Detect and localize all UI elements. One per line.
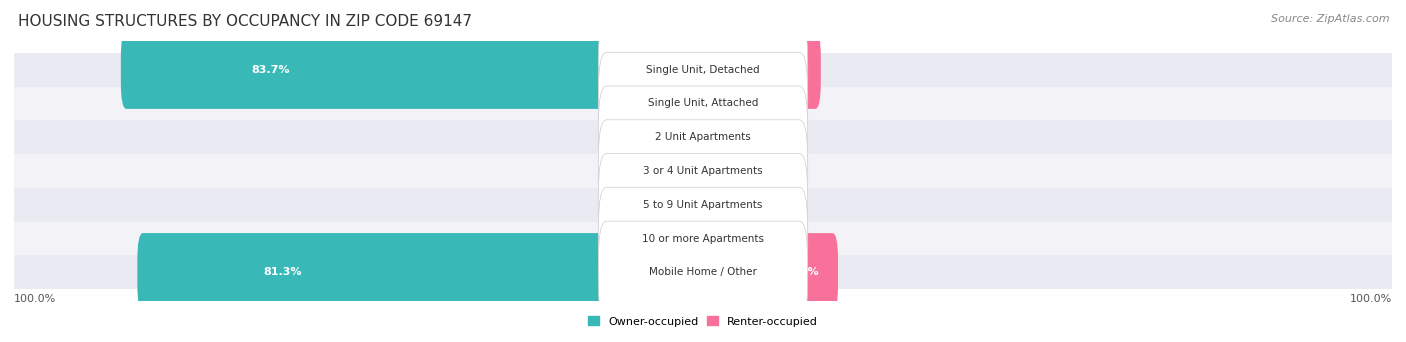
Text: 3 or 4 Unit Apartments: 3 or 4 Unit Apartments xyxy=(643,166,763,176)
FancyBboxPatch shape xyxy=(121,30,709,109)
Text: 18.8%: 18.8% xyxy=(780,267,820,277)
Text: Single Unit, Detached: Single Unit, Detached xyxy=(647,65,759,75)
Text: 0.0%: 0.0% xyxy=(616,234,644,244)
Bar xyxy=(14,53,1392,87)
Bar xyxy=(14,87,1392,120)
Bar xyxy=(14,154,1392,188)
FancyBboxPatch shape xyxy=(650,132,709,210)
FancyBboxPatch shape xyxy=(138,233,709,312)
FancyBboxPatch shape xyxy=(599,18,807,121)
Text: 0.0%: 0.0% xyxy=(762,200,790,210)
FancyBboxPatch shape xyxy=(697,64,756,143)
Text: 0.0%: 0.0% xyxy=(616,200,644,210)
Bar xyxy=(14,255,1392,289)
Text: 0.0%: 0.0% xyxy=(616,166,644,176)
FancyBboxPatch shape xyxy=(599,86,807,188)
Text: 0.0%: 0.0% xyxy=(762,132,790,142)
Text: 5 to 9 Unit Apartments: 5 to 9 Unit Apartments xyxy=(644,200,762,210)
FancyBboxPatch shape xyxy=(697,98,756,176)
Text: 0.0%: 0.0% xyxy=(616,98,644,108)
FancyBboxPatch shape xyxy=(697,233,838,312)
FancyBboxPatch shape xyxy=(650,166,709,244)
FancyBboxPatch shape xyxy=(697,166,756,244)
Text: 0.0%: 0.0% xyxy=(762,166,790,176)
Text: 0.0%: 0.0% xyxy=(616,132,644,142)
Text: 100.0%: 100.0% xyxy=(1350,293,1392,304)
Text: Source: ZipAtlas.com: Source: ZipAtlas.com xyxy=(1271,14,1389,24)
FancyBboxPatch shape xyxy=(650,199,709,278)
Text: 0.0%: 0.0% xyxy=(762,234,790,244)
Text: 2 Unit Apartments: 2 Unit Apartments xyxy=(655,132,751,142)
Bar xyxy=(14,120,1392,154)
FancyBboxPatch shape xyxy=(650,98,709,176)
Text: 10 or more Apartments: 10 or more Apartments xyxy=(643,234,763,244)
Text: Single Unit, Attached: Single Unit, Attached xyxy=(648,98,758,108)
Text: 81.3%: 81.3% xyxy=(264,267,302,277)
Text: 0.0%: 0.0% xyxy=(762,98,790,108)
FancyBboxPatch shape xyxy=(599,221,807,324)
FancyBboxPatch shape xyxy=(599,120,807,222)
Text: 16.3%: 16.3% xyxy=(768,65,807,75)
FancyBboxPatch shape xyxy=(599,154,807,256)
FancyBboxPatch shape xyxy=(697,30,821,109)
Text: HOUSING STRUCTURES BY OCCUPANCY IN ZIP CODE 69147: HOUSING STRUCTURES BY OCCUPANCY IN ZIP C… xyxy=(18,14,472,29)
Text: 83.7%: 83.7% xyxy=(252,65,290,75)
Bar xyxy=(14,188,1392,222)
Text: Mobile Home / Other: Mobile Home / Other xyxy=(650,267,756,277)
FancyBboxPatch shape xyxy=(697,132,756,210)
FancyBboxPatch shape xyxy=(599,187,807,290)
FancyBboxPatch shape xyxy=(599,52,807,155)
Text: 100.0%: 100.0% xyxy=(14,293,56,304)
Bar xyxy=(14,222,1392,255)
FancyBboxPatch shape xyxy=(697,199,756,278)
FancyBboxPatch shape xyxy=(650,64,709,143)
Legend: Owner-occupied, Renter-occupied: Owner-occupied, Renter-occupied xyxy=(588,316,818,327)
